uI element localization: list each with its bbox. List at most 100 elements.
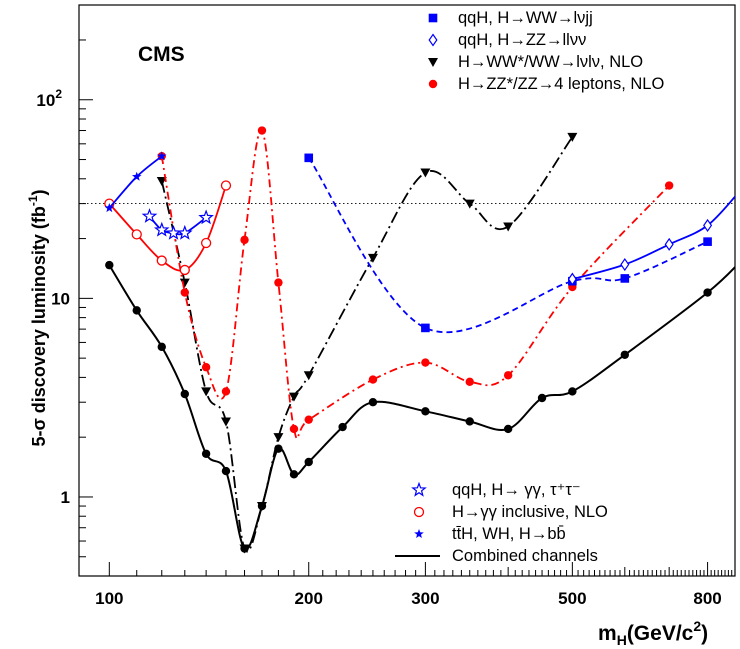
data-point [201,449,211,458]
data-point [157,342,166,352]
legend-entry: Combined channels [395,547,598,565]
data-point [221,466,231,476]
x-tick-label: 500 [558,589,586,608]
series-tth_bb [104,151,167,213]
data-point [421,407,430,416]
x-axis-label-unit: (GeV/c [627,622,694,645]
data-point [156,255,167,266]
legend-label: H→WW*/WW→lνlν, NLO [458,53,643,71]
x-axis-label-main: m [598,622,617,645]
legend-marker [428,58,438,67]
data-point [620,257,630,272]
legend-marker [413,506,425,518]
data-point [304,415,313,424]
y-tick-label: 10 [51,289,70,308]
legend-marker [411,481,427,497]
data-point [421,358,430,367]
data-point [256,502,267,512]
series-line-zz_4l [160,129,670,440]
series-qqh_gg_tt [141,208,214,240]
y-axis-label-close: ) [29,189,49,195]
data-point [338,422,347,432]
x-tick-label: 800 [693,589,721,608]
data-point [274,278,283,287]
data-point [273,433,284,443]
x-axis-label-sub: H [617,632,627,648]
legend-entry: tt̄H, WH, H→bb̄ [414,525,566,543]
x-axis-label-close: ) [701,622,708,645]
legend-label: Combined channels [452,547,598,565]
legend-marker [428,13,438,23]
y-axis-label: 5-σ discovery luminosity (fb-1) [26,189,49,446]
legend-marker [428,33,438,47]
data-point [537,393,547,403]
cms-label: CMS [138,43,185,66]
series-line-combined [108,264,735,551]
y-axis-label-exp: -1 [26,195,40,206]
series-ww_lvlv [156,132,578,554]
data-point [179,264,190,276]
data-point [620,350,630,359]
tick-labels: 100 200 300 500 800 1 10 102 [36,87,721,608]
data-point [421,323,430,333]
data-point [465,377,474,387]
data-point [132,171,142,181]
data-point [132,306,141,315]
data-point [104,203,115,213]
data-point [289,424,299,434]
data-point [303,371,314,381]
y-axis-label-main: 5-σ discovery luminosity (fb [29,206,49,446]
data-point [368,375,378,384]
data-point [239,544,250,554]
legend-entry: H→WW*/WW→lνlν, NLO [428,53,643,71]
y-tick-label: 1 [61,488,70,507]
legend-label: tt̄H, WH, H→bb̄ [452,525,566,543]
data-point [464,199,475,209]
x-tick-label: 200 [295,589,323,608]
series-zz_llvv [567,195,735,286]
data-point [221,387,231,396]
series-line-tth_bb [108,155,163,209]
series-combined [105,260,735,553]
legend-entry: H→ZZ*/ZZ→4 leptons, NLO [428,75,664,93]
data-point [165,224,182,240]
legend-label: qqH, H→WW→lνjj [458,9,593,27]
data-point [201,387,212,397]
data-point [240,235,249,245]
data-point [200,237,212,249]
data-point [703,237,712,246]
data-point [153,221,170,237]
axis-ticks [78,4,736,577]
plot-frame [78,4,736,577]
x-tick-label: 100 [95,589,123,608]
data-point [141,208,158,223]
series-layer [104,126,735,554]
legend-label: H→γγ inclusive, NLO [452,503,608,521]
data-point [503,371,513,380]
data-point [304,457,313,467]
series-gg_incl [104,180,232,276]
series-zz_4l [157,126,674,440]
data-point [201,363,211,372]
data-point [703,288,712,297]
data-point [664,181,674,190]
series-ww_lvjj [304,153,712,334]
series-line-ww_lvjj [307,157,708,334]
data-point [567,132,578,142]
data-point [289,470,299,479]
legend-label: qqH, H→ γγ, τ⁺τ⁻ [452,481,581,499]
legend-entry: H→γγ inclusive, NLO [413,503,608,521]
legend-marker [428,79,438,89]
legend-entry: qqH, H→ γγ, τ⁺τ⁻ [411,481,581,499]
y-tick-label: 102 [36,87,62,110]
y-tick-label-exp: 2 [55,87,62,101]
x-tick-label: 300 [411,589,439,608]
data-point [288,392,299,402]
data-point [180,288,189,297]
legend-label: qqH, H→ZZ→llνν [458,31,586,49]
legend-entry: qqH, H→ZZ→llνν [428,31,586,49]
data-point [156,176,167,186]
data-point [157,151,167,161]
legend-label: H→ZZ*/ZZ→4 leptons, NLO [458,75,664,93]
